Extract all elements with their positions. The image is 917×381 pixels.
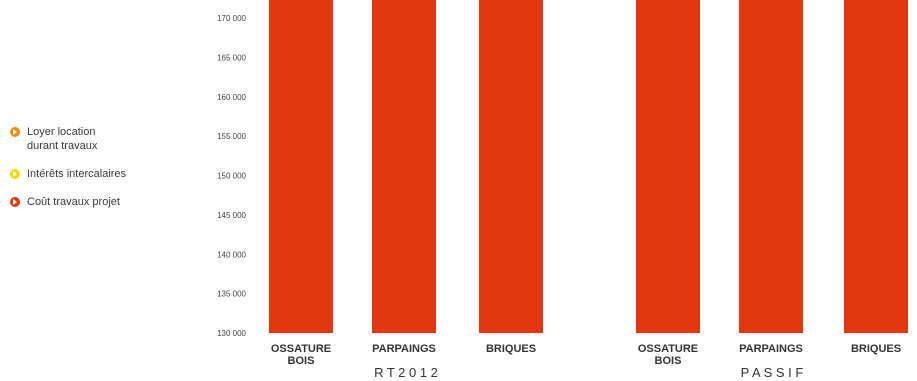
bar-segment bbox=[636, 0, 700, 333]
bar-segment bbox=[479, 0, 543, 334]
bar-segment bbox=[269, 0, 333, 333]
y-tick-label: 170 000 bbox=[217, 14, 246, 23]
legend-label-interets: Intérêts intercalaires bbox=[27, 168, 127, 180]
x-group-label: P A S S I F bbox=[741, 365, 804, 380]
legend-label-cout: Coût travaux projet bbox=[27, 196, 120, 208]
legend-swatch-interets bbox=[10, 169, 20, 179]
legend-swatch-loyer bbox=[10, 127, 20, 137]
x-category-label: BRIQUES bbox=[851, 343, 901, 355]
bar-segment bbox=[844, 0, 908, 333]
y-tick-label: 135 000 bbox=[217, 290, 246, 299]
legend-item-cout: Coût travaux projet bbox=[10, 195, 170, 209]
x-category-label: OSSATURE bbox=[638, 343, 698, 355]
y-tick-label: 165 000 bbox=[217, 53, 246, 62]
y-tick-label: 140 000 bbox=[217, 250, 246, 259]
bar-segment bbox=[372, 0, 436, 334]
y-tick-label: 150 000 bbox=[217, 172, 246, 181]
y-tick-label: 160 000 bbox=[217, 93, 246, 102]
legend-item-loyer: Loyer location durant travaux bbox=[10, 125, 170, 153]
x-category-label: BRIQUES bbox=[486, 343, 536, 355]
legend-label-loyer: Loyer location durant travaux bbox=[27, 125, 137, 153]
legend-swatch-cout bbox=[10, 197, 20, 207]
x-category-label: PARPAINGS bbox=[739, 343, 803, 355]
x-category-label: BOIS bbox=[655, 355, 682, 367]
y-tick-label: 130 000 bbox=[217, 329, 246, 338]
y-tick-label: 145 000 bbox=[217, 211, 246, 220]
x-category-label: PARPAINGS bbox=[372, 343, 436, 355]
legend-label-loyer-line-1: Loyer location bbox=[27, 126, 96, 138]
chart-legend: Loyer location durant travaux Intérêts i… bbox=[10, 125, 170, 223]
y-tick-label: 155 000 bbox=[217, 132, 246, 141]
legend-label-loyer-line-2: durant travaux bbox=[27, 140, 98, 152]
bar-segment bbox=[739, 0, 803, 333]
x-group-label: R T 2 0 1 2 bbox=[374, 365, 438, 380]
x-category-label: OSSATURE bbox=[271, 343, 331, 355]
x-category-label: BOIS bbox=[288, 355, 315, 367]
legend-item-interets: Intérêts intercalaires bbox=[10, 167, 170, 181]
